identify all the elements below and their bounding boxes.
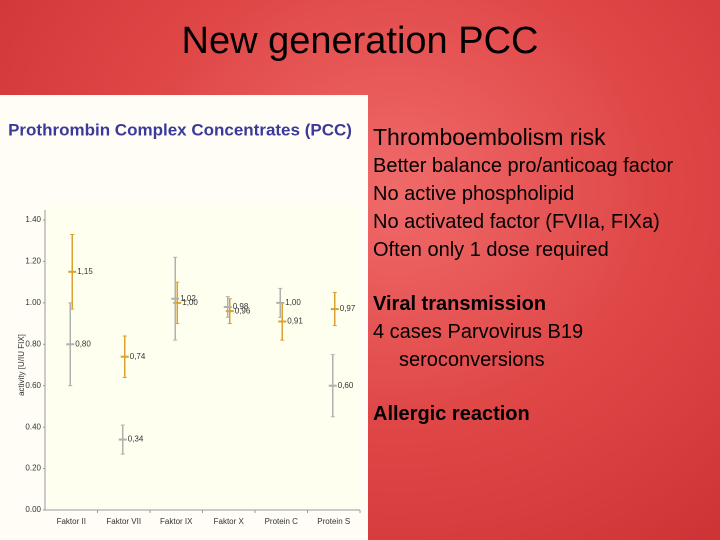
bullet-item: No active phospholipid — [373, 183, 575, 205]
x-tick-label: Faktor X — [214, 517, 245, 526]
slide-title: New generation PCC — [181, 20, 539, 62]
chart: Prothrombin Complex Concentrates (PCC) a… — [0, 95, 368, 540]
y-tick-label: 0.00 — [25, 505, 41, 514]
bullet-text: Thromboembolism risk Better balance pro/a… — [373, 122, 720, 454]
bullet-item: Better balance pro/anticoag factor — [373, 155, 674, 177]
y-tick-label: 1.20 — [25, 257, 41, 266]
x-tick-label: Faktor IX — [160, 517, 193, 526]
data-label: 0,80 — [75, 339, 91, 348]
section: Viral transmission 4 cases Parvovirus B19… — [373, 290, 720, 374]
section-heading: Allergic reaction — [373, 403, 530, 425]
section-heading: Thromboembolism risk — [373, 124, 606, 150]
data-label: 0,97 — [340, 304, 356, 313]
x-tick-label: Faktor II — [57, 517, 86, 526]
bullet-item: Often only 1 dose required — [373, 239, 609, 261]
chart-title: Prothrombin Complex Concentrates (PCC) — [8, 120, 352, 139]
x-tick-label: Faktor VII — [106, 517, 141, 526]
y-tick-label: 0.20 — [25, 464, 41, 473]
y-tick-label: 1.40 — [25, 215, 41, 224]
y-tick-label: 0.40 — [25, 422, 41, 431]
data-label: 1,02 — [180, 294, 196, 303]
data-label: 0,74 — [130, 352, 146, 361]
data-label: 1,00 — [182, 298, 198, 307]
section-heading: Viral transmission — [373, 293, 547, 315]
data-label: 0,91 — [287, 317, 303, 326]
data-label: 0,98 — [233, 302, 249, 311]
y-tick-label: 0.80 — [25, 339, 41, 348]
y-tick-label: 1.00 — [25, 298, 41, 307]
data-label: 0,60 — [338, 381, 354, 390]
section: Thromboembolism risk Better balance pro/a… — [373, 122, 720, 264]
data-label: 0,96 — [235, 306, 251, 315]
x-tick-label: Protein C — [265, 517, 299, 526]
data-label: 1,15 — [77, 267, 93, 276]
bullet-item: 4 cases Parvovirus B19 seroconversions — [373, 321, 584, 371]
x-tick-label: Protein S — [317, 517, 350, 526]
y-axis-label: activity [U/IU FIX] — [17, 334, 26, 396]
data-label: 0,34 — [128, 435, 144, 444]
section: Allergic reaction — [373, 400, 720, 428]
bullet-item: No activated factor (FVIIa, FIXa) — [373, 211, 660, 233]
plot-area — [45, 205, 360, 510]
data-label: 1,00 — [285, 298, 301, 307]
y-tick-label: 0.60 — [25, 381, 41, 390]
